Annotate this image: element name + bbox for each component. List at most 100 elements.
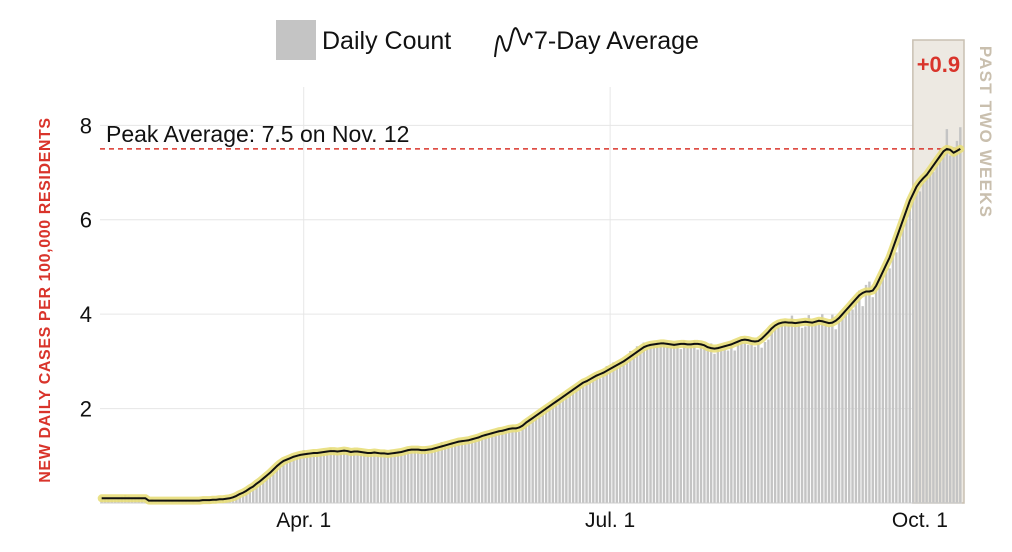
daily-count-bar <box>278 463 282 503</box>
daily-count-bar <box>834 329 837 503</box>
daily-count-bar <box>959 127 962 504</box>
daily-count-bar <box>454 443 457 503</box>
daily-count-bar <box>787 325 790 503</box>
daily-count-bar <box>777 327 780 503</box>
daily-count-bar <box>315 452 319 503</box>
daily-count-bar <box>605 366 608 503</box>
daily-count-bar <box>733 350 736 503</box>
daily-count-bar <box>625 362 629 503</box>
daily-count-bar <box>524 420 528 503</box>
daily-count-bar <box>416 449 420 503</box>
daily-count-bar <box>693 340 696 503</box>
daily-count-bar <box>736 339 740 503</box>
daily-count-bar <box>784 320 787 503</box>
daily-count-bar <box>908 209 912 504</box>
legend-daily-swatch <box>276 20 316 60</box>
daily-count-bar <box>464 442 467 503</box>
daily-count-bar <box>854 301 858 503</box>
daily-count-bar <box>955 140 959 503</box>
x-tick-label: Apr. 1 <box>276 509 331 532</box>
daily-count-bar <box>672 342 676 503</box>
daily-count-bar <box>861 306 864 503</box>
daily-count-bar <box>548 405 551 503</box>
daily-count-bar <box>891 253 895 503</box>
daily-count-bar <box>827 326 831 503</box>
daily-count-bar <box>780 324 784 503</box>
daily-count-bar <box>709 343 713 503</box>
daily-count-bar <box>255 483 258 503</box>
daily-count-bar <box>642 342 646 503</box>
daily-count-bar <box>662 342 666 503</box>
daily-count-bar <box>649 345 652 503</box>
daily-count-bar <box>750 340 753 503</box>
daily-count-bar <box>797 320 800 503</box>
daily-count-bar <box>413 448 417 503</box>
daily-count-bar <box>457 441 460 503</box>
daily-count-bar <box>938 149 942 503</box>
daily-count-bar <box>477 435 481 503</box>
y-tick-label: 4 <box>80 302 92 327</box>
daily-count-bar <box>376 454 379 503</box>
daily-count-bar <box>928 174 932 504</box>
daily-count-bar <box>497 431 501 503</box>
daily-count-bar <box>366 452 369 503</box>
daily-count-bar <box>319 451 322 503</box>
y-tick-label: 8 <box>80 113 92 138</box>
past-two-weeks-label: PAST TWO WEEKS <box>976 46 995 218</box>
legend-daily-label: Daily Count <box>322 27 451 55</box>
daily-count-bar <box>450 442 454 503</box>
daily-count-bar <box>245 489 248 503</box>
daily-count-bar <box>437 445 440 503</box>
daily-count-bar <box>555 398 558 503</box>
daily-count-bar <box>238 494 241 503</box>
legend-average-icon <box>494 27 533 58</box>
daily-count-bar <box>423 448 427 503</box>
change-badge: +0.9 <box>917 52 960 77</box>
daily-count-bar <box>507 429 511 503</box>
daily-count-bar <box>575 386 578 503</box>
daily-count-bar <box>706 346 709 503</box>
daily-count-bar <box>595 373 598 503</box>
daily-count-bar <box>871 297 874 503</box>
daily-count-bar <box>528 417 531 503</box>
daily-count-bar <box>696 349 699 503</box>
daily-count-bar <box>888 268 891 503</box>
daily-count-bar <box>824 322 827 503</box>
daily-count-bar <box>558 398 561 503</box>
peak-average-label: Peak Average: 7.5 on Nov. 12 <box>106 121 409 147</box>
x-tick-label: Oct. 1 <box>892 509 948 532</box>
daily-count-bar <box>514 426 518 503</box>
daily-count-bar <box>326 452 329 503</box>
x-tick-label: Jul. 1 <box>585 509 635 532</box>
daily-count-bar <box>844 312 848 503</box>
daily-count-bar <box>289 459 292 503</box>
daily-count-bar <box>851 309 854 503</box>
daily-count-bar <box>309 453 312 503</box>
daily-count-bar <box>265 475 268 503</box>
daily-count-bar <box>592 376 595 503</box>
daily-count-bar <box>433 449 437 503</box>
daily-count-bar <box>356 451 359 503</box>
daily-count-bar <box>518 431 521 503</box>
daily-count-bar <box>484 433 487 503</box>
daily-count-bar <box>342 452 346 503</box>
daily-count-bar <box>720 345 723 503</box>
daily-count-bar <box>491 432 494 503</box>
daily-count-bar <box>716 345 720 503</box>
daily-count-bar <box>420 449 423 503</box>
daily-count-bar <box>602 370 605 503</box>
daily-count-bar <box>703 347 706 503</box>
daily-count-bar <box>918 191 922 504</box>
daily-count-bar <box>329 448 332 503</box>
daily-count-bar <box>679 349 683 503</box>
daily-count-bar <box>305 452 309 503</box>
daily-count-bar <box>312 451 316 503</box>
daily-count-bar <box>639 346 642 503</box>
daily-count-bars <box>100 127 962 504</box>
daily-count-bar <box>881 275 885 503</box>
daily-count-bar <box>299 453 302 503</box>
daily-count-bar <box>406 450 410 503</box>
daily-count-bar <box>767 339 770 503</box>
daily-count-bar <box>666 346 669 503</box>
